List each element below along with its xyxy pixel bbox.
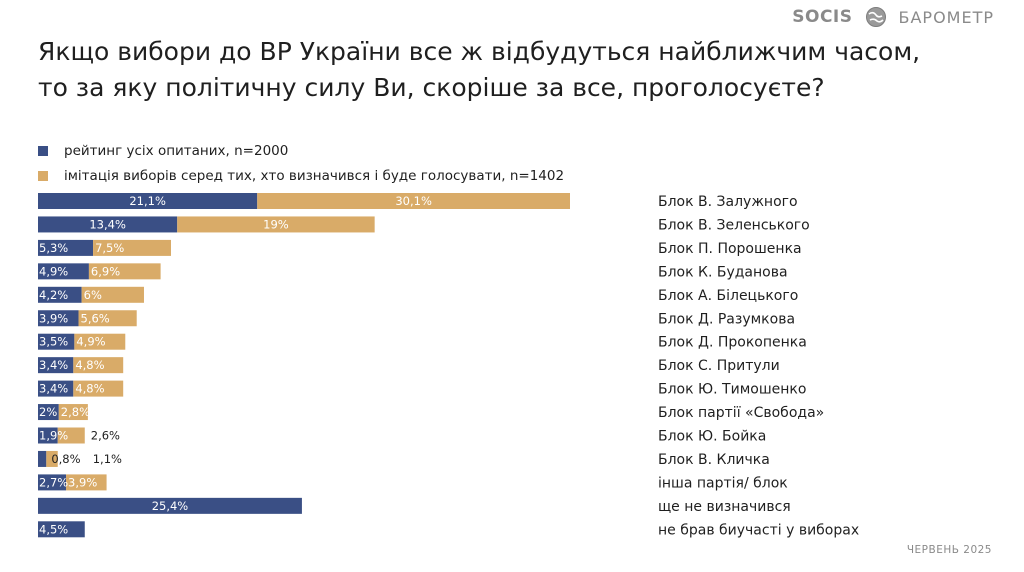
value-label-series-1-2: 5,3% — [39, 241, 68, 255]
bar-series-1-2 — [38, 239, 94, 256]
bar-series-1-9 — [38, 404, 59, 421]
category-label-12: інша партія/ блок — [658, 475, 788, 491]
value-label-series-2-2: 7,5% — [95, 241, 124, 255]
value-label-series-2-5: 5,6% — [81, 311, 110, 325]
value-label-series-2-4: 6% — [84, 288, 102, 302]
bar-series-1-3 — [38, 263, 89, 280]
bar-series-1-0 — [38, 193, 258, 209]
category-label-8: Блок Ю. Тимошенко — [658, 382, 806, 398]
bar-series-2-5 — [78, 310, 137, 327]
category-label-2: Блок П. Порошенка — [658, 241, 802, 257]
category-label-6: Блок Д. Прокопенка — [658, 335, 807, 351]
value-label-series-1-0: 21,1% — [129, 194, 166, 208]
value-label-series-1-8: 3,4% — [39, 382, 68, 396]
value-label-series-1-9: 2% — [39, 405, 57, 419]
value-label-series-2-12: 3,9% — [68, 475, 97, 489]
bar-series-2-2 — [93, 239, 171, 256]
category-label-14: не брав биучасті у виборах — [658, 522, 859, 538]
bar-series-2-0 — [257, 193, 570, 209]
category-label-3: Блок К. Буданова — [658, 264, 788, 280]
value-label-series-2-11: 1,1% — [93, 452, 122, 466]
bar-series-2-4 — [81, 286, 144, 303]
bar-series-1-4 — [38, 286, 82, 303]
bar-series-2-10 — [57, 427, 85, 444]
category-label-0: Блок В. Залужного — [658, 194, 798, 210]
bar-series-2-7 — [73, 357, 124, 374]
bar-series-2-9 — [58, 404, 88, 421]
bar-series-1-5 — [38, 310, 79, 327]
category-label-9: Блок партії «Свобода» — [658, 405, 824, 421]
value-label-series-2-3: 6,9% — [91, 264, 120, 278]
category-label-4: Блок А. Білецького — [658, 288, 798, 304]
bar-series-2-1 — [177, 216, 375, 233]
legend-swatch-series-2 — [38, 170, 48, 181]
value-label-series-2-10: 2,6% — [91, 429, 120, 443]
value-label-series-1-6: 3,5% — [39, 335, 68, 349]
category-label-1: Блок В. Зеленського — [658, 217, 810, 233]
bar-series-1-12 — [38, 474, 67, 491]
value-label-series-2-8: 4,8% — [75, 382, 104, 396]
bar-series-1-10 — [38, 427, 58, 444]
value-label-series-1-5: 3,9% — [39, 311, 68, 325]
value-label-series-2-0: 30,1% — [395, 194, 432, 208]
legend-swatch-series-1 — [38, 145, 48, 156]
category-label-5: Блок Д. Разумкова — [658, 311, 795, 327]
value-label-series-1-12: 2,7% — [39, 475, 68, 489]
globe-icon — [865, 7, 886, 27]
survey-date: ЧЕРВЕНЬ 2025 — [906, 544, 992, 556]
value-label-series-2-1: 19% — [263, 217, 289, 231]
legend-item-series-2: імітація виборів серед тих, хто визначив… — [38, 163, 564, 188]
value-label-series-1-7: 3,4% — [39, 358, 68, 372]
chart-title: Якщо вибори до ВР України все ж відбудут… — [38, 37, 921, 102]
legend: рейтинг усіх опитаних, n=2000 імітація в… — [38, 138, 564, 188]
bar-series-2-3 — [88, 263, 161, 280]
value-label-series-1-13: 25,4% — [152, 499, 189, 513]
bar-series-1-14 — [38, 521, 85, 538]
brand-header: SOCIS БАРОМЕТР — [792, 6, 994, 28]
value-label-series-1-3: 4,9% — [39, 264, 68, 278]
bar-series-1-7 — [38, 357, 74, 374]
bar-series-2-8 — [73, 380, 124, 397]
value-label-series-1-11: 0,8% — [51, 452, 80, 466]
bar-series-1-13 — [38, 497, 302, 514]
category-label-13: ще не визначився — [658, 499, 791, 515]
bar-series-1-8 — [38, 380, 74, 397]
brand-name: БАРОМЕТР — [898, 7, 994, 27]
category-label-10: Блок Ю. Бойка — [658, 429, 766, 445]
value-label-series-1-14: 4,5% — [39, 522, 68, 536]
value-label-series-2-9: 2,8% — [61, 405, 90, 419]
category-label-11: Блок В. Кличка — [658, 452, 770, 468]
value-label-series-1-1: 13,4% — [89, 217, 126, 231]
legend-label-series-2: імітація виборів серед тих, хто визначив… — [64, 167, 565, 184]
legend-label-series-1: рейтинг усіх опитаних, n=2000 — [64, 142, 289, 159]
bar-series-2-6 — [74, 333, 126, 350]
value-label-series-1-4: 4,2% — [39, 288, 68, 302]
bar-series-1-6 — [38, 333, 75, 350]
socis-logo: SOCIS — [792, 7, 853, 27]
legend-item-series-1: рейтинг усіх опитаних, n=2000 — [38, 138, 564, 163]
category-label-7: Блок С. Притули — [658, 358, 780, 374]
value-label-series-1-10: 1,9% — [39, 429, 68, 443]
bar-series-1-1 — [38, 216, 178, 233]
value-label-series-2-6: 4,9% — [76, 335, 105, 349]
bar-series-1-11 — [38, 450, 47, 467]
value-label-series-2-7: 4,8% — [75, 358, 104, 372]
bar-series-2-12 — [66, 474, 107, 491]
bar-series-2-11 — [46, 450, 58, 467]
